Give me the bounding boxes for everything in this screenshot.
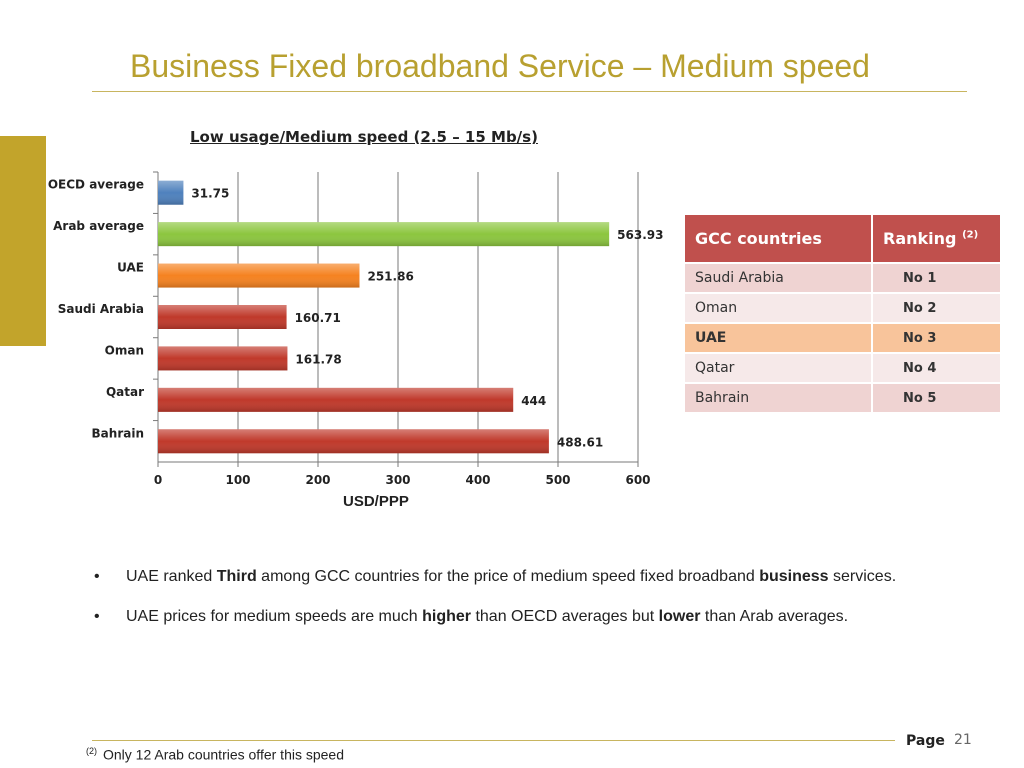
y-tick-label: Bahrain (92, 426, 144, 440)
x-tick-label: 100 (225, 473, 250, 487)
ranking-rank-cell: No 2 (873, 294, 1000, 322)
bullet-item: • UAE prices for medium speeds are much h… (92, 607, 992, 627)
ranking-country-cell: UAE (685, 324, 871, 352)
x-axis-label: USD/PPP (343, 493, 409, 510)
data-label: 161.78 (295, 352, 341, 366)
ranking-table: GCC countries Ranking (2) Saudi Arabia No… (683, 213, 1002, 414)
page-title: Business Fixed broadband Service – Mediu… (130, 48, 870, 84)
page-label: Page (906, 733, 945, 749)
y-tick-label: Saudi Arabia (58, 302, 144, 316)
x-tick-label: 300 (385, 473, 410, 487)
bullet-text: UAE ranked (126, 568, 217, 585)
header-ranking-footnote-ref: (2) (962, 229, 979, 241)
footnote-text: Only 12 Arab countries offer this speed (103, 746, 344, 763)
x-tick-label: 600 (625, 473, 650, 487)
ranking-country-cell: Oman (685, 294, 871, 322)
bullet-text: UAE prices for medium speeds are much (126, 608, 423, 625)
bullet-text: than Arab averages. (700, 608, 849, 625)
ranking-rank-cell: No 5 (873, 384, 1000, 412)
ranking-table-header: GCC countries Ranking (2) (685, 215, 1000, 262)
bullet-text: than OECD averages but (471, 608, 659, 625)
ranking-country-cell: Bahrain (685, 384, 871, 412)
y-tick-label: Qatar (106, 385, 144, 399)
header-ranking-label: Ranking (883, 229, 957, 248)
y-tick-label: UAE (117, 261, 144, 275)
x-tick-label: 0 (154, 473, 162, 487)
ranking-country-cell: Saudi Arabia (685, 264, 871, 292)
bullet-emphasis: lower (658, 608, 701, 625)
ranking-rank-cell: No 3 (873, 324, 1000, 352)
accent-side-bar (0, 136, 46, 346)
footer-divider (92, 740, 895, 741)
y-tick-label: OECD average (48, 178, 144, 192)
bullet-marker: • (94, 608, 100, 625)
ranking-country-cell: Qatar (685, 354, 871, 382)
y-tick-label: Oman (105, 343, 144, 357)
data-label: 488.61 (557, 435, 603, 449)
ranking-row: Saudi Arabia No 1 (685, 264, 1000, 292)
footnote-marker: (2) (86, 746, 97, 756)
header-ranking: Ranking (2) (873, 215, 1000, 262)
bar-shading (158, 387, 514, 412)
ranking-rank-cell: No 4 (873, 354, 1000, 382)
bar-shading (158, 346, 288, 371)
data-label: 160.71 (295, 311, 341, 325)
ranking-row: UAE No 3 (685, 324, 1000, 352)
ranking-row: Qatar No 4 (685, 354, 1000, 382)
bullet-list: • UAE ranked Third among GCC countries fo… (92, 567, 992, 647)
title-divider (92, 91, 967, 92)
bar-shading (158, 263, 360, 288)
bullet-emphasis: business (759, 568, 829, 585)
x-tick-label: 200 (305, 473, 330, 487)
page-number: 21 (954, 732, 972, 748)
chart-title: Low usage/Medium speed (2.5 – 15 Mb/s) (190, 128, 538, 146)
header-gcc-countries: GCC countries (685, 215, 871, 262)
bar-shading (158, 429, 549, 454)
x-tick-label: 500 (545, 473, 570, 487)
y-tick-label: Arab average (53, 219, 144, 233)
ranking-row: Bahrain No 5 (685, 384, 1000, 412)
bullet-text: services. (828, 568, 897, 585)
x-tick-label: 400 (465, 473, 490, 487)
bar-chart: 0 100 200 300 400 500 600 OECD average 31.75 Arab… (48, 171, 663, 487)
data-label: 251.86 (367, 270, 413, 284)
bullet-marker: • (94, 568, 100, 585)
ranking-rank-cell: No 1 (873, 264, 1000, 292)
data-label: 444 (521, 394, 546, 408)
footnote: (2) Only 12 Arab countries offer this spe… (86, 746, 344, 763)
bar-shading (158, 222, 610, 247)
bullet-item: • UAE ranked Third among GCC countries fo… (92, 567, 992, 587)
ranking-row: Oman No 2 (685, 294, 1000, 322)
data-label: 31.75 (191, 187, 229, 201)
bar-shading (158, 180, 184, 205)
bullet-text: among GCC countries for the price of med… (256, 568, 760, 585)
bullet-emphasis: Third (216, 568, 257, 585)
bullet-emphasis: higher (422, 608, 472, 625)
bar-shading (158, 305, 287, 329)
data-label: 563.93 (617, 228, 663, 242)
